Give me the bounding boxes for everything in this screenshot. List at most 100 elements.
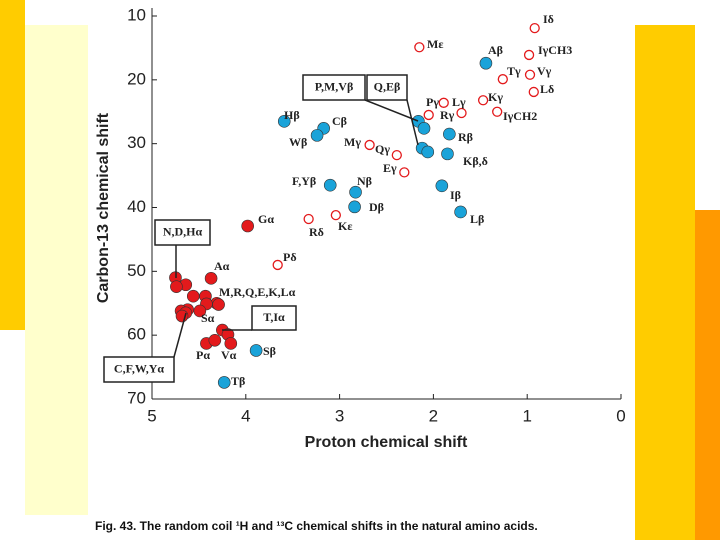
- callout-line: [173, 312, 187, 358]
- data-point: [175, 309, 189, 323]
- point-label: IγCH2: [503, 109, 537, 123]
- data-point: [497, 74, 508, 85]
- x-tick-label: 2: [429, 406, 438, 425]
- data-point: [423, 109, 434, 121]
- x-tick-label: 3: [335, 406, 344, 425]
- point-label: Lγ: [452, 95, 466, 109]
- point-label: Aβ: [488, 43, 503, 57]
- callout-box: [154, 219, 211, 246]
- data-point: [310, 129, 324, 142]
- point-label: Vγ: [537, 64, 552, 78]
- data-point: [277, 115, 291, 128]
- point-label: Rβ: [458, 130, 473, 144]
- point-label: Pγ: [426, 95, 439, 109]
- y-tick-label: 50: [127, 261, 146, 280]
- y-tick-label: 30: [127, 133, 146, 152]
- x-tick-label: 1: [522, 406, 531, 425]
- point-label: Lβ: [470, 212, 484, 226]
- data-point: [492, 106, 503, 117]
- point-label: Cβ: [332, 114, 347, 128]
- point-label: Pα: [196, 348, 210, 362]
- point-label: Iδ: [543, 12, 554, 26]
- data-point: [241, 219, 254, 233]
- x-tick-label: 4: [241, 406, 250, 425]
- decor-band: [633, 25, 695, 540]
- decor-band: [0, 0, 25, 330]
- y-axis-label: Carbon-13 chemical shift: [95, 112, 112, 303]
- point-label: Iβ: [450, 188, 461, 202]
- data-point: [456, 107, 467, 119]
- data-point: [477, 95, 489, 106]
- data-point: [479, 56, 493, 70]
- caption: Fig. 43. The random coil ¹H and ¹³C chem…: [95, 519, 538, 533]
- y-tick-label: 10: [127, 5, 146, 24]
- data-point: [421, 145, 435, 159]
- callout-label: N,D,Hα: [163, 224, 203, 238]
- point-label: Hβ: [284, 108, 300, 122]
- callout-box: [103, 356, 175, 383]
- point-label: F,Yβ: [292, 174, 316, 188]
- data-point: [399, 167, 410, 178]
- data-point: [414, 42, 425, 53]
- callout-box: [366, 74, 408, 101]
- data-point: [443, 127, 456, 141]
- point-label: Aα: [214, 259, 230, 273]
- callout-box: [302, 74, 366, 101]
- y-tick-label: 60: [127, 325, 146, 344]
- data-point: [330, 210, 341, 221]
- callout-label: P,M,Vβ: [315, 79, 354, 93]
- point-label: Rδ: [309, 225, 324, 239]
- point-label: Tγ: [507, 64, 521, 78]
- point-label: Qγ: [375, 142, 390, 156]
- point-label: Rγ: [440, 108, 455, 122]
- decor-band: [695, 210, 720, 540]
- point-label: Mε: [427, 37, 443, 51]
- point-label: M,R,Q,E,K,Lα: [219, 285, 296, 299]
- point-label: Tβ: [231, 374, 245, 388]
- point-label: Kγ: [488, 90, 503, 104]
- callout-label: Q,Eβ: [374, 79, 401, 93]
- x-axis-label: Proton chemical shift: [305, 434, 468, 451]
- data-point: [272, 259, 283, 271]
- point-label: Wβ: [289, 135, 307, 149]
- point-label: Gα: [258, 212, 274, 226]
- callout-label: C,F,W,Yα: [114, 361, 164, 375]
- data-point: [529, 22, 540, 34]
- data-point: [417, 122, 431, 135]
- data-point: [438, 97, 449, 108]
- y-tick-label: 40: [127, 197, 146, 216]
- data-point: [193, 304, 207, 318]
- data-point: [224, 337, 238, 350]
- data-point: [208, 333, 222, 347]
- point-label: IγCH3: [538, 43, 572, 57]
- y-tick-label: 20: [127, 69, 146, 88]
- data-point: [348, 200, 361, 214]
- point-label: Eγ: [383, 161, 397, 175]
- data-point: [454, 205, 467, 219]
- data-point: [364, 139, 375, 151]
- point-label: Kε: [338, 219, 352, 233]
- point-label: Vα: [221, 348, 237, 362]
- point-label: Dβ: [369, 200, 384, 214]
- point-label: Sα: [201, 311, 215, 325]
- data-point: [349, 185, 362, 199]
- point-label: Lδ: [540, 82, 554, 96]
- point-label: Pδ: [283, 250, 297, 264]
- callout-box: [251, 305, 297, 331]
- point-label: Kβ,δ: [463, 154, 488, 168]
- x-tick-label: 0: [616, 406, 625, 425]
- data-point: [435, 179, 449, 193]
- callout-line: [406, 99, 419, 146]
- point-label: Nβ: [357, 174, 372, 188]
- data-point: [391, 150, 402, 161]
- data-point: [303, 213, 314, 225]
- x-tick-label: 5: [147, 406, 156, 425]
- data-point: [186, 289, 200, 303]
- data-point: [217, 376, 231, 389]
- point-label: Mγ: [344, 135, 361, 149]
- data-point: [441, 147, 454, 161]
- data-point: [212, 298, 225, 311]
- data-point: [524, 69, 536, 80]
- data-point: [323, 178, 337, 192]
